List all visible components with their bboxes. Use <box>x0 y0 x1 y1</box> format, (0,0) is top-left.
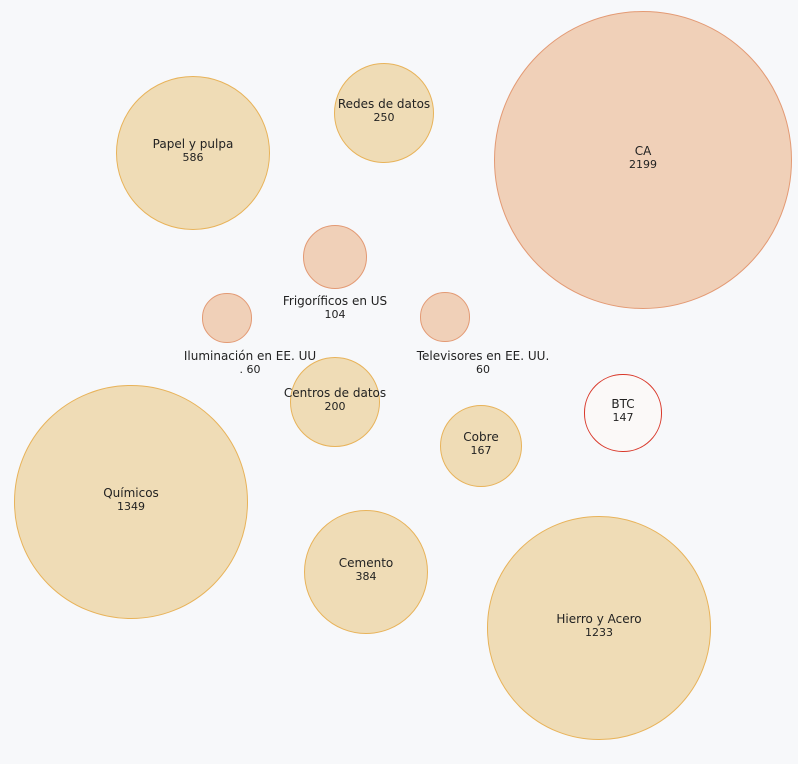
bubble-name: Centros de datos <box>283 386 387 400</box>
bubble-name: Hierro y Acero <box>556 612 642 626</box>
bubble-name: CA <box>634 144 652 158</box>
bubble-value: 586 <box>182 150 204 164</box>
bubble-name: Redes de datos <box>337 97 431 111</box>
bubble <box>333 62 435 164</box>
bubble-label: Redes de datos 250 <box>337 97 431 124</box>
bubble-value: 2199 <box>629 157 657 171</box>
bubble-value: 60 <box>475 362 490 376</box>
bubble-name: Cemento <box>338 556 394 570</box>
bubble <box>116 76 270 230</box>
bubble <box>494 11 792 309</box>
bubble-value: 384 <box>355 569 377 583</box>
bubble-label: BTC 147 <box>611 397 635 424</box>
bubble-name: Iluminación en EE. UU <box>183 349 317 363</box>
bubble-value: 1233 <box>584 625 613 639</box>
bubble-name: BTC <box>611 397 635 411</box>
bubble-value: 200 <box>324 399 346 413</box>
bubble-label: Centros de datos 200 <box>283 386 387 413</box>
bubble-name: Televisores en EE. UU. <box>416 349 550 363</box>
bubble-name: Frigoríficos en US <box>282 294 388 308</box>
bubble <box>439 404 523 488</box>
bubble-label: Televisores en EE. UU. 60 <box>416 349 550 376</box>
bubble-name: Químicos <box>103 486 159 500</box>
bubble <box>302 224 368 290</box>
bubble-value: 250 <box>373 110 395 124</box>
bubble-label: Cemento 384 <box>338 556 394 583</box>
bubble-label: Hierro y Acero 1233 <box>556 612 642 639</box>
bubble-label: Químicos 1349 <box>103 486 159 513</box>
bubble <box>303 509 429 635</box>
bubble-name: Cobre <box>463 430 499 444</box>
bubble-value: 147 <box>612 410 634 424</box>
bubble-value: 167 <box>470 443 492 457</box>
bubble <box>290 357 380 447</box>
bubble-label: Cobre 167 <box>463 430 499 457</box>
bubble-value: 104 <box>324 307 346 321</box>
bubble <box>420 292 470 342</box>
bubble-name: Papel y pulpa <box>152 137 234 151</box>
bubble <box>487 516 711 740</box>
bubble <box>14 385 248 619</box>
bubble-label: Iluminación en EE. UU. 60 <box>183 349 317 376</box>
bubble <box>584 374 662 452</box>
bubble-value: . 60 <box>239 362 261 376</box>
bubble-label: Papel y pulpa 586 <box>152 137 234 164</box>
bubble <box>202 293 252 343</box>
bubble-value: 1349 <box>116 499 145 513</box>
bubble-label: CA 2199 <box>629 144 657 171</box>
bubble-label: Frigoríficos en US 104 <box>282 294 388 321</box>
